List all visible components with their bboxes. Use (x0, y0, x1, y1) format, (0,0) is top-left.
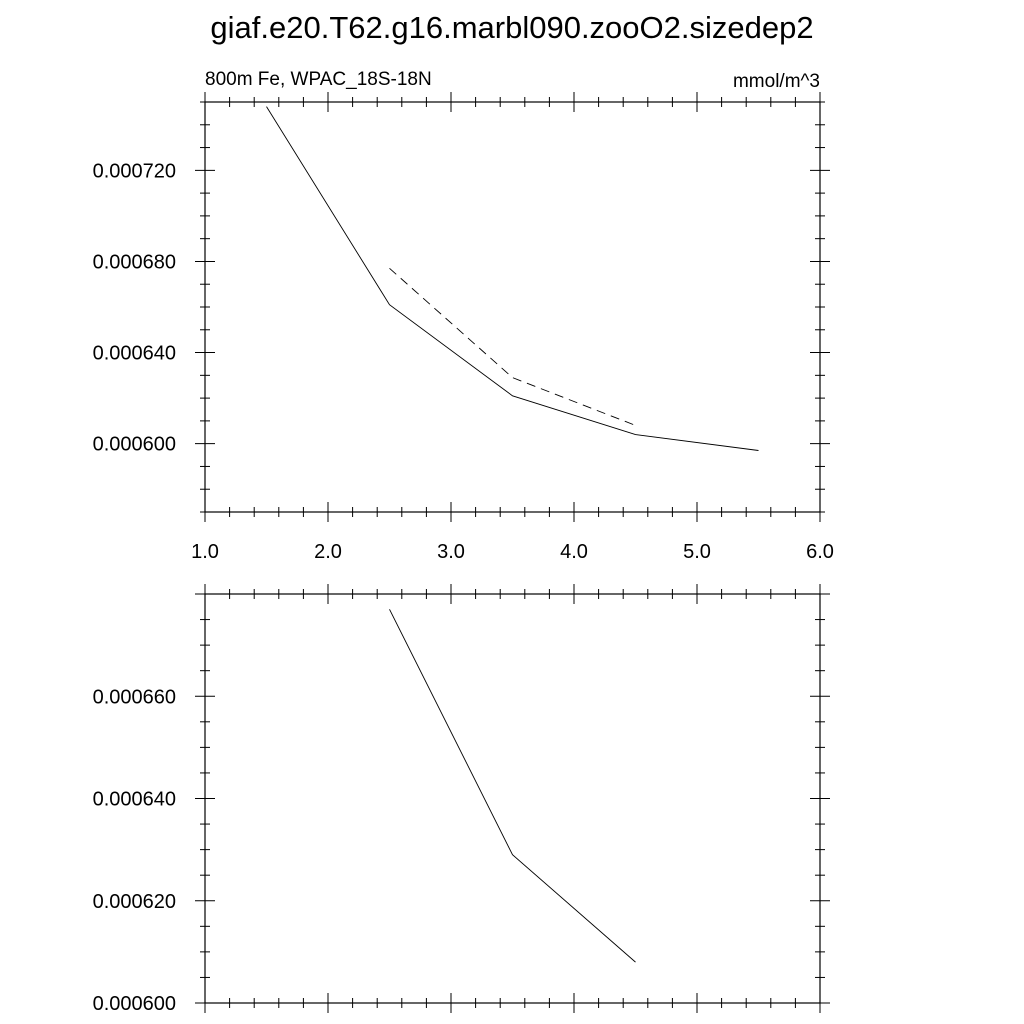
plot-frame (204, 593, 821, 1004)
x-tick-label: 3.0 (437, 541, 465, 563)
x-tick-label: 5.0 (683, 541, 711, 563)
plot-frame (204, 101, 821, 513)
series-line-dashed (389, 267, 636, 426)
page-title: giaf.e20.T62.g16.marbl090.zooO2.sizedep2 (210, 10, 813, 45)
x-tick-label: 4.0 (560, 541, 588, 563)
series-line-solid (266, 106, 759, 451)
y-tick-label: 0.000600 (93, 434, 176, 456)
y-tick-label: 0.000640 (93, 343, 176, 365)
x-tick-label: 2.0 (314, 541, 342, 563)
x-tick-label: 6.0 (806, 541, 834, 563)
y-tick-label: 0.000600 (93, 993, 176, 1015)
x-tick-label: 1.0 (191, 541, 219, 563)
bottom-panel: 0.000600 0.000620 0.000640 0.000660 (93, 584, 830, 1015)
y-tick-label: 0.000660 (93, 686, 176, 708)
left-string: 800m Fe, WPAC_18S-18N (205, 69, 432, 90)
y-tick-label: 0.000720 (93, 160, 176, 182)
series-line-solid (389, 609, 636, 963)
y-tick-label: 0.000620 (93, 891, 176, 913)
top-panel: 1.0 2.0 3.0 4.0 5.0 6.0 0.000600 0.000640 0.0006… (93, 69, 834, 563)
y-tick-label: 0.000680 (93, 251, 176, 273)
y-tick-label: 0.000640 (93, 789, 176, 811)
right-string: mmol/m^3 (733, 71, 820, 92)
